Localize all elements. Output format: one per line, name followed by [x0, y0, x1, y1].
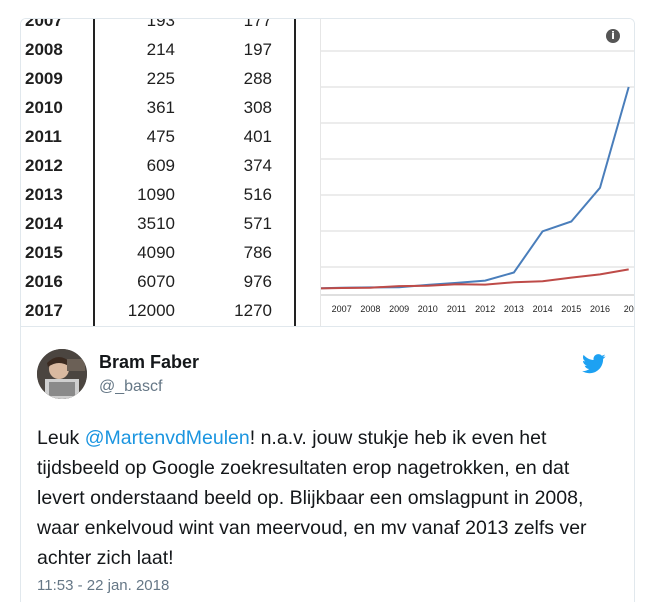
table-cell-value-b: 976 — [243, 272, 272, 291]
mention-link[interactable]: @MartenvdMeulen — [84, 427, 250, 449]
chart-x-tick-label: 2015 — [561, 304, 581, 314]
tweet-text: Leuk @MartenvdMeulen! n.a.v. jouw stukje… — [37, 423, 617, 573]
chart-x-tick-label: 20 — [624, 304, 634, 314]
table-cell-year: 2015 — [25, 243, 63, 262]
avatar[interactable] — [37, 349, 87, 399]
chart-series-line-2 — [321, 268, 629, 290]
table-cell-value-a: 12000 — [127, 301, 175, 320]
data-table-image: 2007 193 177 2008 214 197 2009 225 288 2010 361 308… — [21, 19, 320, 326]
tweet-card: 2007 193 177 2008 214 197 2009 225 288 2010 361 308… — [20, 18, 635, 602]
timestamp[interactable]: 11:53 - 22 jan. 2018 — [37, 577, 170, 594]
twitter-bird-icon[interactable] — [582, 354, 606, 374]
line-chart-image: 0620072008200920102011201220132014201520… — [320, 19, 634, 326]
table-cell-value-a: 214 — [146, 40, 175, 59]
table-cell-value-b: 1270 — [234, 301, 272, 320]
table-cell-year: 2008 — [25, 40, 63, 59]
table-cell-value-a: 3510 — [137, 214, 175, 233]
table-cell-year: 2012 — [25, 156, 63, 175]
table-cell-value-a: 6070 — [137, 272, 175, 291]
table-cell-value-a: 475 — [146, 127, 175, 146]
table-row: 2009 225 288 — [21, 64, 320, 93]
chart-x-tick-label: 2014 — [533, 304, 553, 314]
table-row: 2007 193 177 — [21, 19, 320, 35]
table-cell-year: 2011 — [25, 127, 62, 146]
table-cell-value-b: 516 — [243, 185, 272, 204]
table-cell-value-b: 197 — [243, 40, 272, 59]
table-row: 2008 214 197 — [21, 35, 320, 64]
table-cell-value-a: 609 — [146, 156, 175, 175]
table-cell-year: 2009 — [25, 69, 63, 88]
display-name[interactable]: Bram Faber — [99, 352, 200, 372]
chart-x-tick-label: 2007 — [332, 304, 352, 314]
line-chart: 0620072008200920102011201220132014201520… — [321, 50, 634, 314]
table-cell-value-b: 786 — [243, 243, 272, 262]
table-cell-year: 2017 — [25, 301, 63, 320]
table-cell-value-a: 193 — [146, 19, 175, 30]
chart-series-line-1 — [321, 86, 630, 290]
chart-x-tick-label: 2012 — [475, 304, 495, 314]
table-cell-value-a: 1090 — [137, 185, 175, 204]
table-cell-year: 2014 — [25, 214, 63, 233]
table-row: 2015 4090 786 — [21, 238, 320, 267]
chart-x-tick-label: 2013 — [504, 304, 524, 314]
table-row: 2016 6070 976 — [21, 267, 320, 296]
table-cell-value-b: 308 — [243, 98, 272, 117]
table-divider-left — [93, 19, 95, 326]
table-cell-value-a: 361 — [146, 98, 175, 117]
tweet-text-start: Leuk — [37, 427, 85, 449]
table-cell-year: 2010 — [25, 98, 63, 117]
table-row: 2010 361 308 — [21, 93, 320, 122]
tweet-media[interactable]: 2007 193 177 2008 214 197 2009 225 288 2010 361 308… — [21, 19, 634, 327]
chart-x-tick-label: 2008 — [360, 304, 380, 314]
table-row: 2017 12000 1270 — [21, 296, 320, 325]
table-cell-value-b: 401 — [243, 127, 272, 146]
chart-x-tick-label: 2009 — [389, 304, 409, 314]
table-cell-value-a: 225 — [146, 69, 175, 88]
table-cell-value-b: 571 — [243, 214, 272, 233]
table-cell-year: 2016 — [25, 272, 63, 291]
user-handle[interactable]: @_bascf — [99, 378, 163, 395]
chart-x-tick-label: 2010 — [418, 304, 438, 314]
tweet-body: Bram Faber @_bascf Leuk @MartenvdMeulen!… — [21, 327, 634, 602]
table-row: 2014 3510 571 — [21, 209, 320, 238]
table-cell-year: 2007 — [25, 19, 63, 30]
chart-x-tick-label: 2011 — [447, 304, 466, 314]
table-cell-year: 2013 — [25, 185, 63, 204]
table-divider-right — [294, 19, 296, 326]
table-cell-value-b: 288 — [243, 69, 272, 88]
table-cell-value-a: 4090 — [137, 243, 175, 262]
table-cell-value-b: 177 — [243, 19, 272, 30]
table-cell-value-b: 374 — [243, 156, 272, 175]
table-row: 2013 1090 516 — [21, 180, 320, 209]
chart-x-tick-label: 2016 — [590, 304, 610, 314]
table-row: 2012 609 374 — [21, 151, 320, 180]
info-icon[interactable]: i — [606, 29, 620, 43]
tweet-text-rest: ! n.a.v. jouw stukje heb ik even het tij… — [37, 427, 587, 569]
table-row: 2011 475 401 — [21, 122, 320, 151]
